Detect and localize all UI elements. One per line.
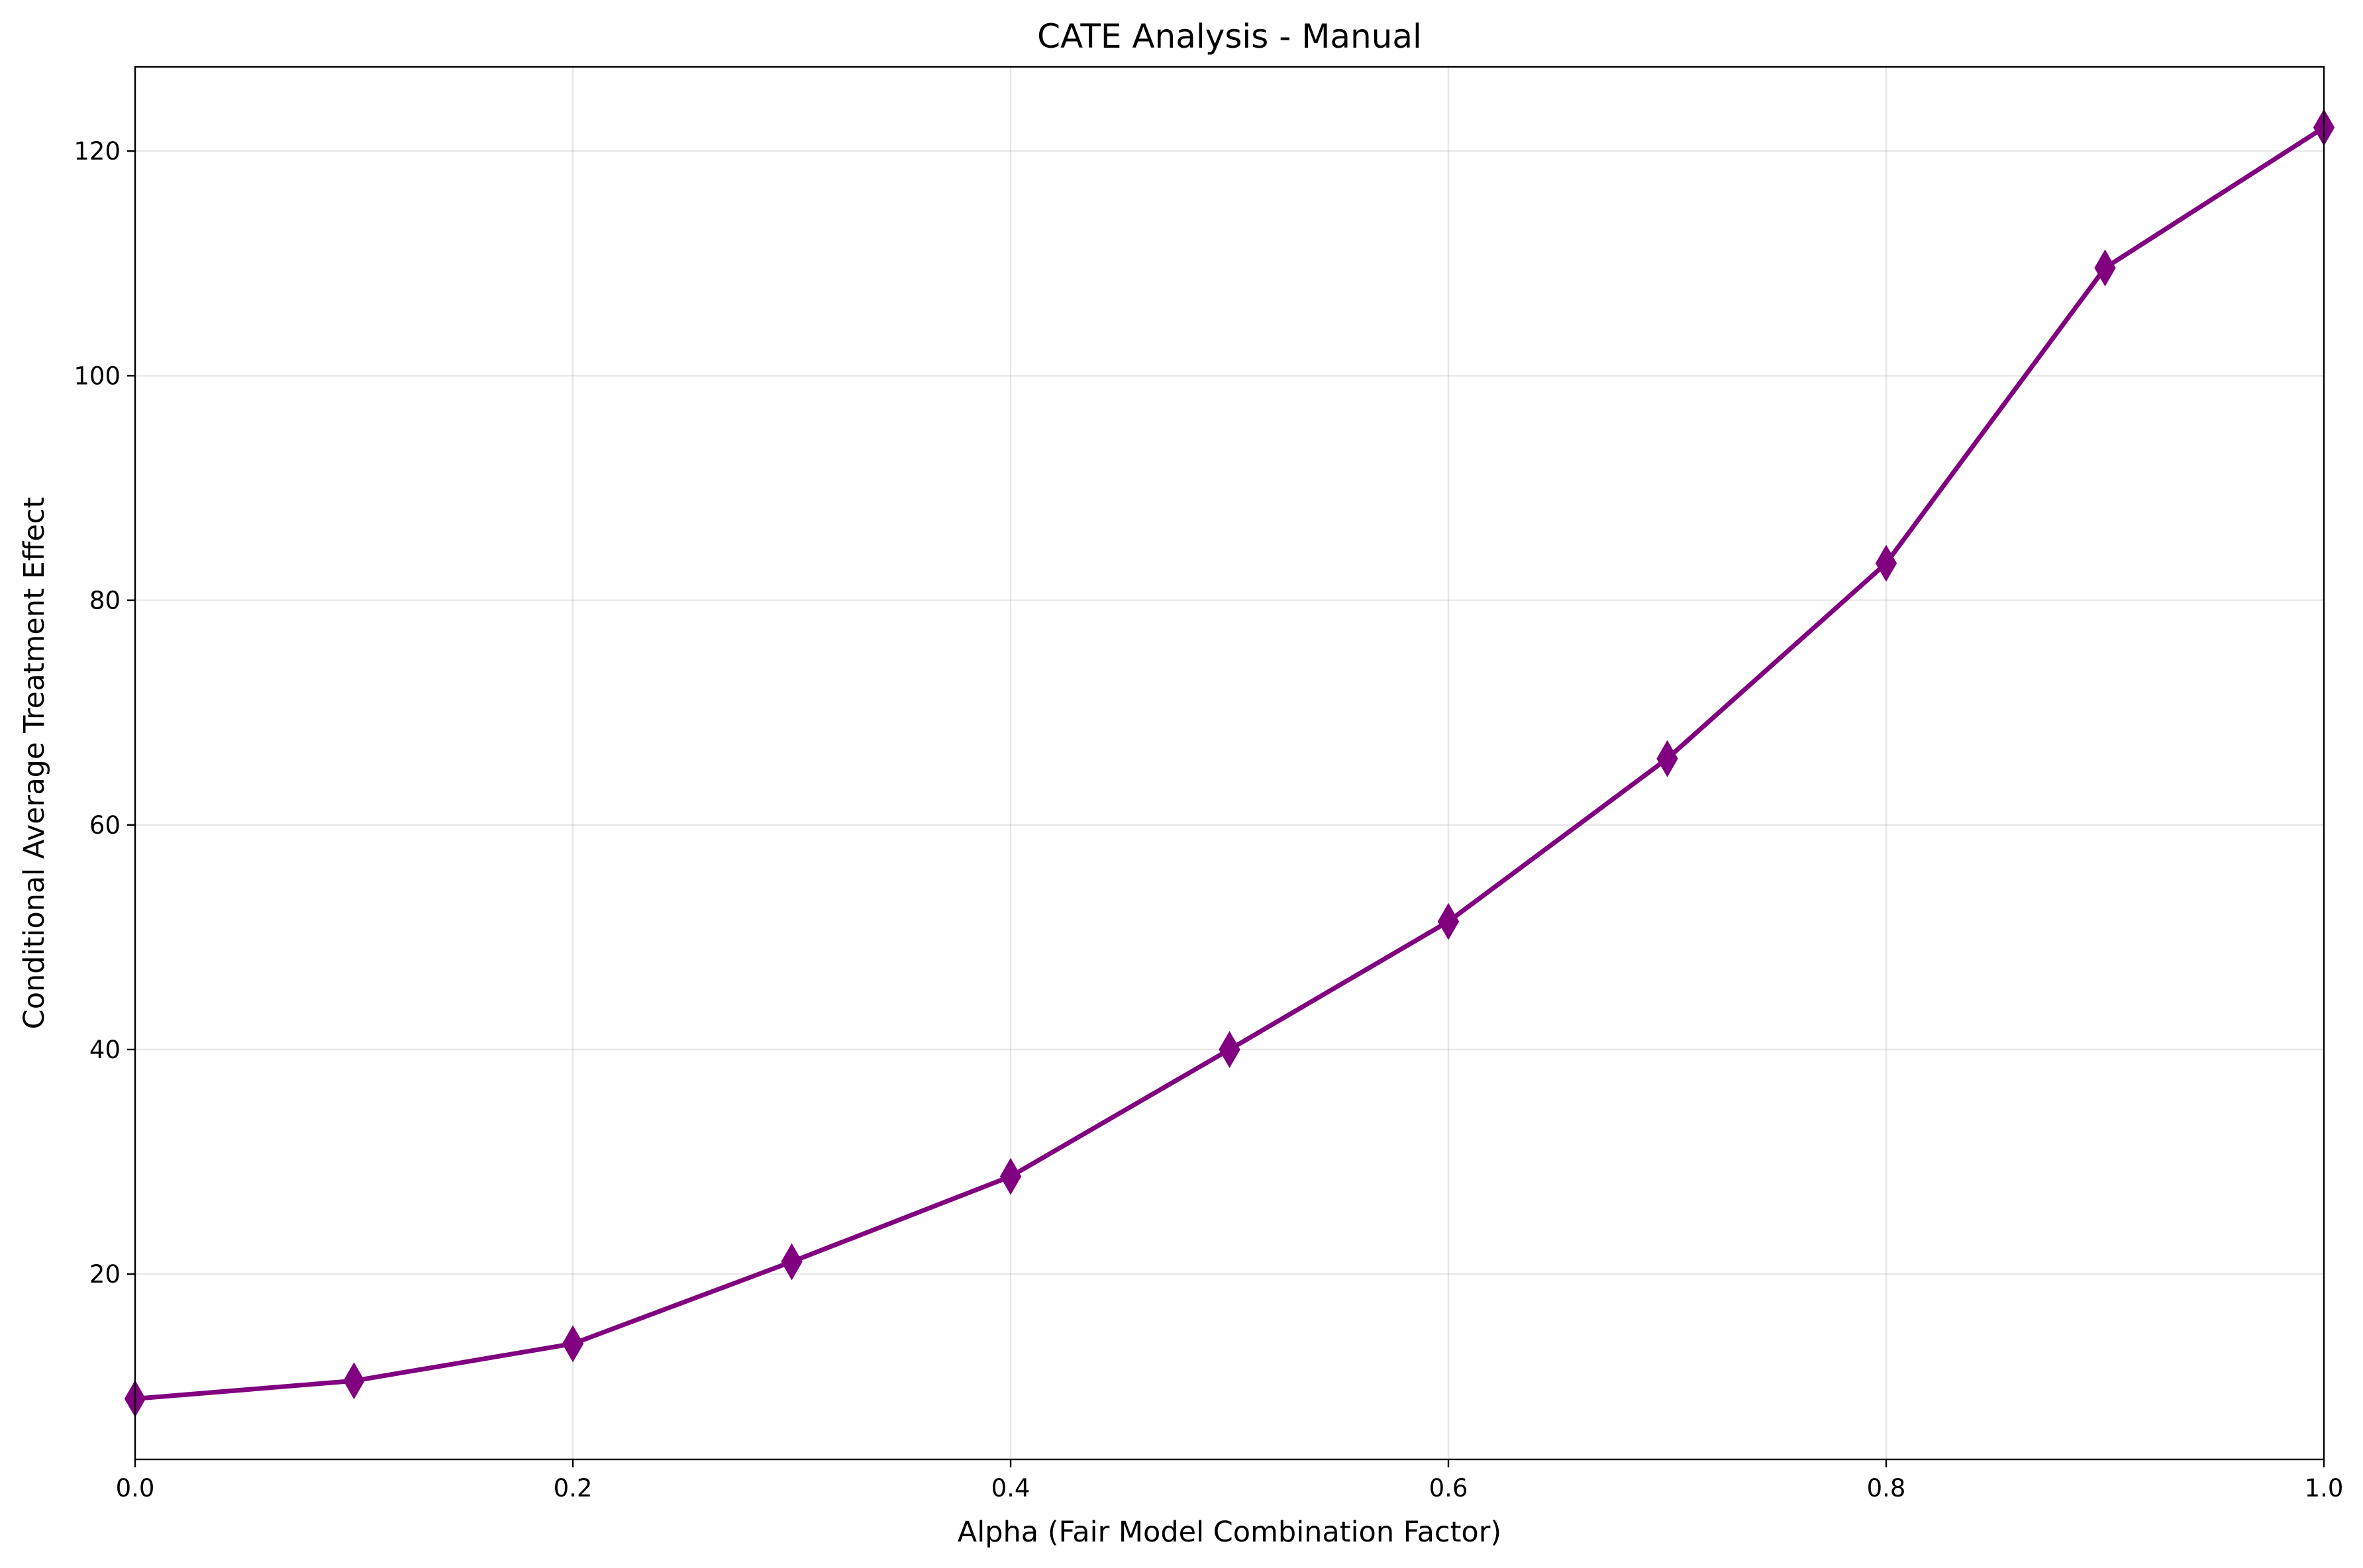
- y-tick-label: 40: [89, 1036, 121, 1064]
- x-tick-label: 1.0: [2305, 1474, 2344, 1502]
- x-tick-label: 0.6: [1429, 1474, 1468, 1502]
- y-tick-label: 120: [74, 137, 121, 166]
- y-tick-label: 100: [74, 362, 121, 390]
- x-tick-label: 0.8: [1867, 1474, 1906, 1502]
- x-tick-label: 0.2: [554, 1474, 593, 1502]
- y-tick-label: 20: [89, 1260, 121, 1289]
- x-tick-label: 0.4: [991, 1474, 1031, 1502]
- x-tick-label: 0.0: [116, 1474, 155, 1502]
- y-tick-label: 80: [89, 587, 121, 615]
- chart-title: CATE Analysis - Manual: [1037, 17, 1422, 56]
- y-tick-label: 60: [89, 811, 121, 840]
- y-axis-label: Conditional Average Treatment Effect: [18, 497, 51, 1030]
- x-axis-label: Alpha (Fair Model Combination Factor): [958, 1516, 1501, 1549]
